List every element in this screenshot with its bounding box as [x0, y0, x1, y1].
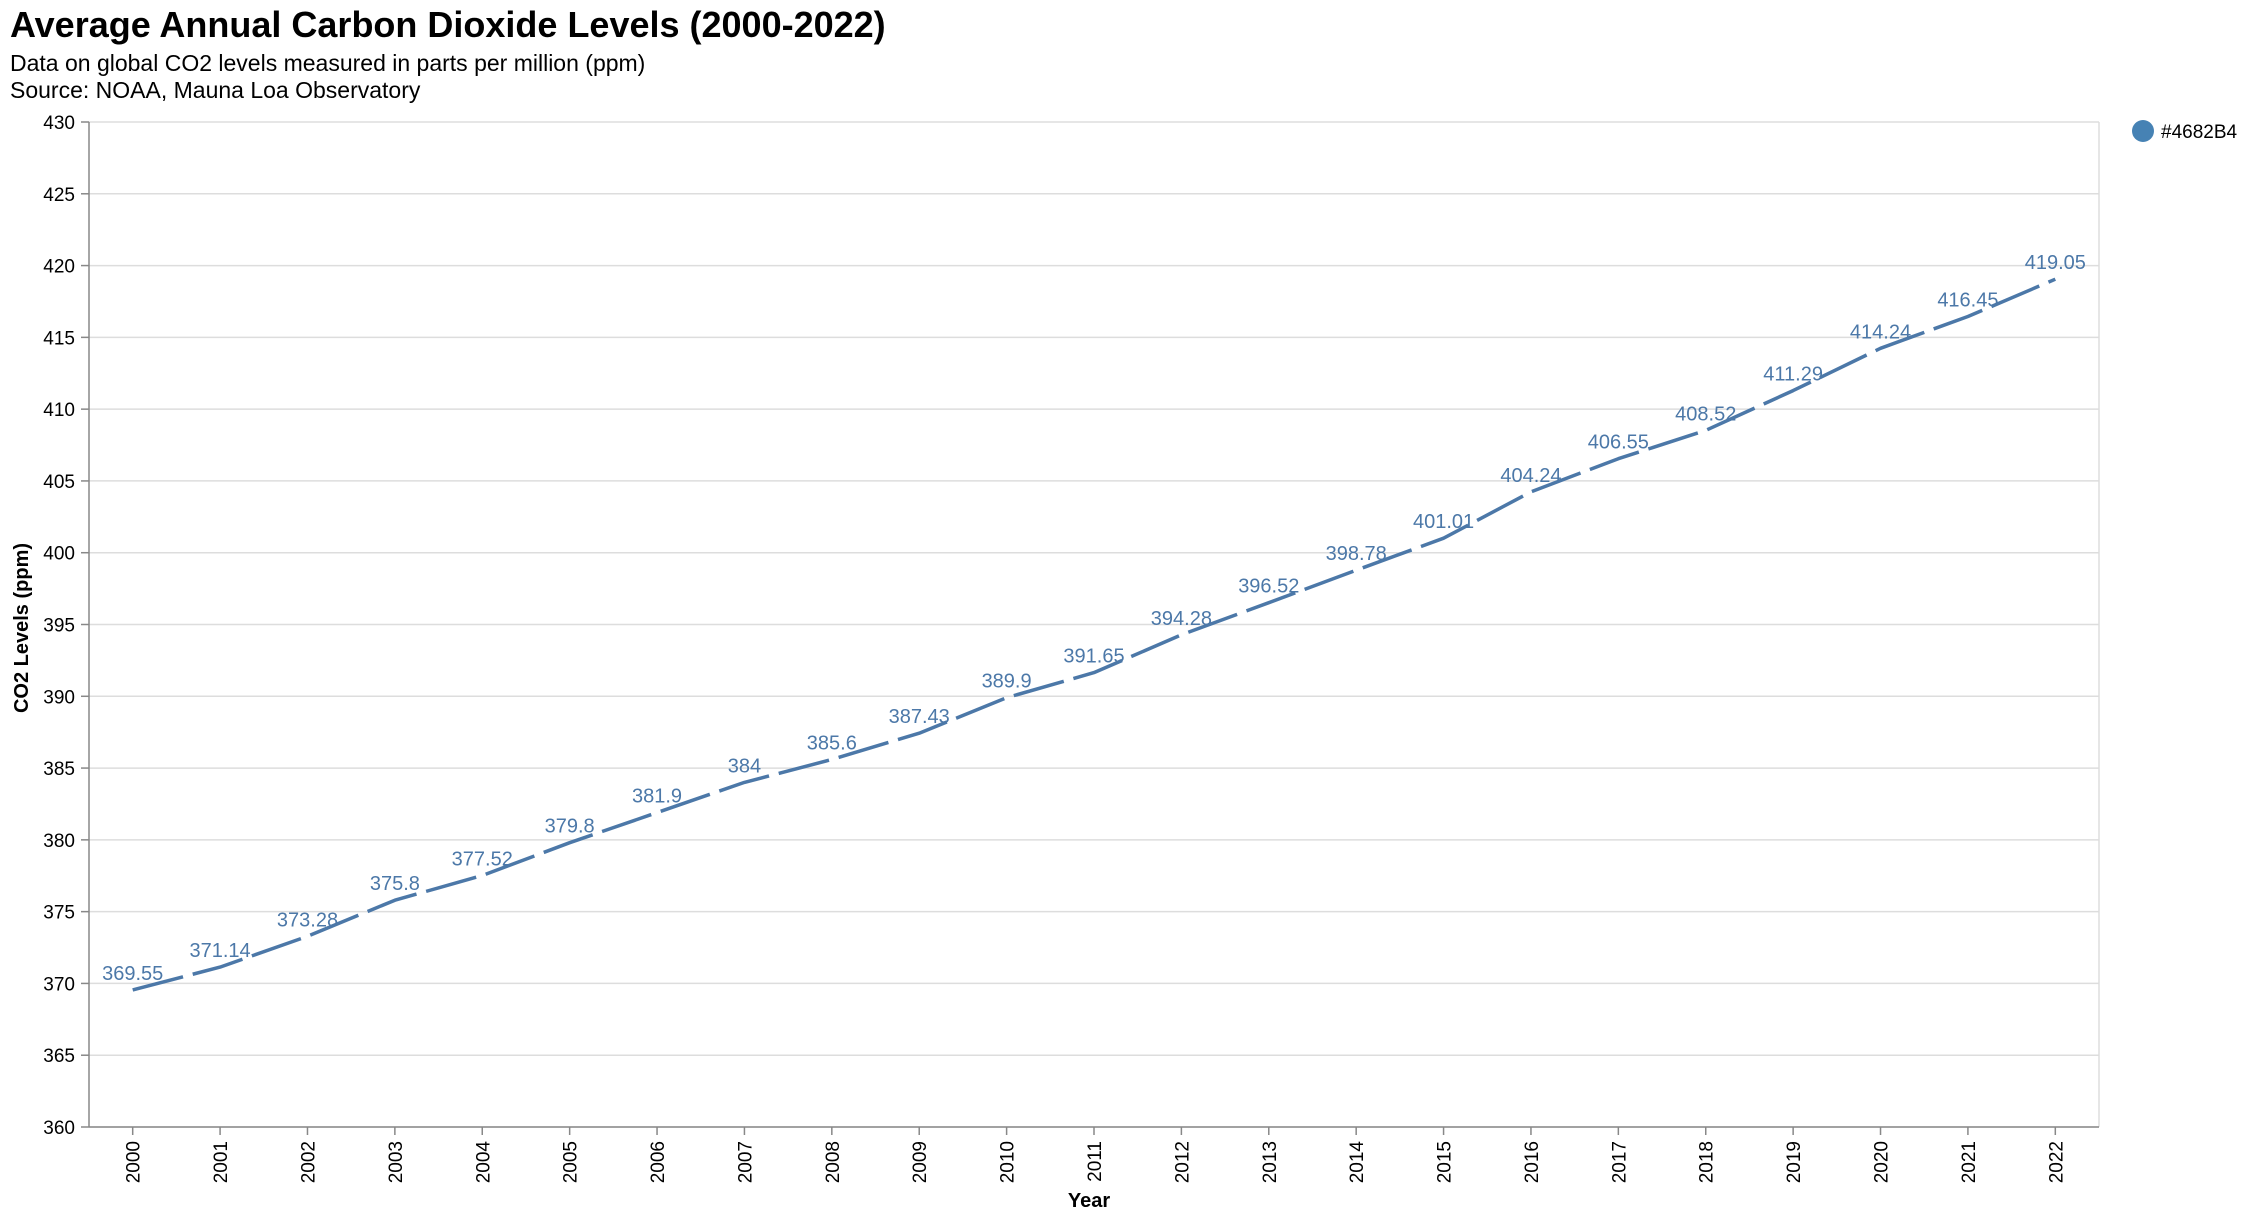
- legend-label: #4682B4: [2161, 122, 2238, 143]
- data-label: 385.6: [807, 732, 857, 754]
- legend-symbol: [2132, 120, 2154, 142]
- y-tick-label: 395: [43, 616, 75, 637]
- x-tick-label: 2020: [1872, 1141, 1893, 1183]
- x-tick-label: 2016: [1522, 1141, 1543, 1183]
- data-label: 401.01: [1413, 511, 1474, 533]
- x-tick-label: 2013: [1260, 1141, 1281, 1183]
- x-tick-label: 2002: [298, 1141, 319, 1183]
- legend: #4682B4: [2132, 120, 2238, 143]
- y-tick-label: 420: [43, 257, 75, 278]
- x-tick-label: 2000: [124, 1141, 145, 1183]
- data-label: 394.28: [1151, 608, 1212, 630]
- x-tick-label: 2007: [735, 1141, 756, 1183]
- chart-source: Source: NOAA, Mauna Loa Observatory: [10, 77, 421, 103]
- data-label: 371.14: [190, 940, 251, 962]
- axes: 360 365 370 375 380 385 390 395 400 405 410 415 420 4…: [43, 113, 2099, 1183]
- y-tick-label: 425: [43, 185, 75, 206]
- data-label: 391.65: [1063, 646, 1124, 668]
- y-tick-label: 415: [43, 328, 75, 349]
- y-tick-label: 370: [43, 974, 75, 995]
- y-tick-label: 405: [43, 472, 75, 493]
- data-label: 404.24: [1500, 465, 1561, 487]
- data-label: 398.78: [1326, 543, 1387, 565]
- data-label: 416.45: [1937, 290, 1998, 312]
- y-tick-label: 365: [43, 1046, 75, 1067]
- data-label: 389.9: [982, 671, 1032, 693]
- x-tick-label: 2001: [211, 1141, 232, 1183]
- data-label: 373.28: [277, 909, 338, 931]
- y-axis-title: CO2 Levels (ppm): [11, 543, 33, 713]
- chart-title: Average Annual Carbon Dioxide Levels (20…: [10, 4, 886, 45]
- x-tick-label: 2005: [561, 1141, 582, 1183]
- gridlines: [89, 121, 2100, 1128]
- x-tick-label: 2006: [648, 1141, 669, 1183]
- y-tick-label: 375: [43, 903, 75, 924]
- data-label: 406.55: [1588, 432, 1649, 454]
- data-label: 379.8: [545, 816, 595, 838]
- x-tick-label: 2018: [1697, 1141, 1718, 1183]
- data-label: 369.55: [102, 963, 163, 985]
- series-layer: [132, 277, 2056, 992]
- x-tick-label: 2019: [1784, 1141, 1805, 1183]
- x-tick-label: 2021: [1959, 1141, 1980, 1183]
- data-labels: 369.55 371.14 373.28 375.8 377.52 379.8 381.9 3…: [102, 252, 2086, 985]
- chart-subtitle: Data on global CO2 levels measured in pa…: [10, 50, 646, 76]
- data-label: 411.29: [1763, 364, 1823, 386]
- data-label: 377.52: [452, 848, 513, 870]
- data-label: 384: [728, 755, 761, 777]
- x-tick-label: 2017: [1609, 1141, 1630, 1183]
- x-axis-title: Year: [1068, 1190, 1110, 1212]
- data-label: 387.43: [889, 706, 950, 728]
- y-tick-label: 410: [43, 400, 75, 421]
- x-tick-label: 2022: [2046, 1141, 2067, 1183]
- x-tick-label: 2010: [998, 1141, 1019, 1183]
- y-tick-label: 380: [43, 831, 75, 852]
- x-tick-label: 2009: [910, 1141, 931, 1183]
- x-tick-label: 2003: [386, 1141, 407, 1183]
- x-tick-label: 2014: [1347, 1141, 1368, 1184]
- co2-series-line: [132, 277, 2056, 992]
- y-tick-label: 390: [43, 687, 75, 708]
- y-tick-label: 400: [43, 544, 75, 565]
- data-label: 408.52: [1675, 403, 1736, 425]
- data-label: 381.9: [632, 786, 682, 808]
- x-tick-label: 2008: [823, 1141, 844, 1183]
- y-tick-label: 360: [43, 1118, 75, 1139]
- x-tick-label: 2015: [1435, 1141, 1456, 1183]
- data-label: 396.52: [1238, 576, 1299, 598]
- data-label: 375.8: [370, 873, 420, 895]
- y-tick-label: 385: [43, 759, 75, 780]
- y-tick-label: 430: [43, 113, 75, 134]
- x-tick-label: 2011: [1085, 1141, 1106, 1182]
- x-tick-label: 2012: [1172, 1141, 1193, 1183]
- x-tick-label: 2004: [473, 1141, 494, 1184]
- data-label: 414.24: [1850, 321, 1911, 343]
- data-label: 419.05: [2025, 252, 2086, 274]
